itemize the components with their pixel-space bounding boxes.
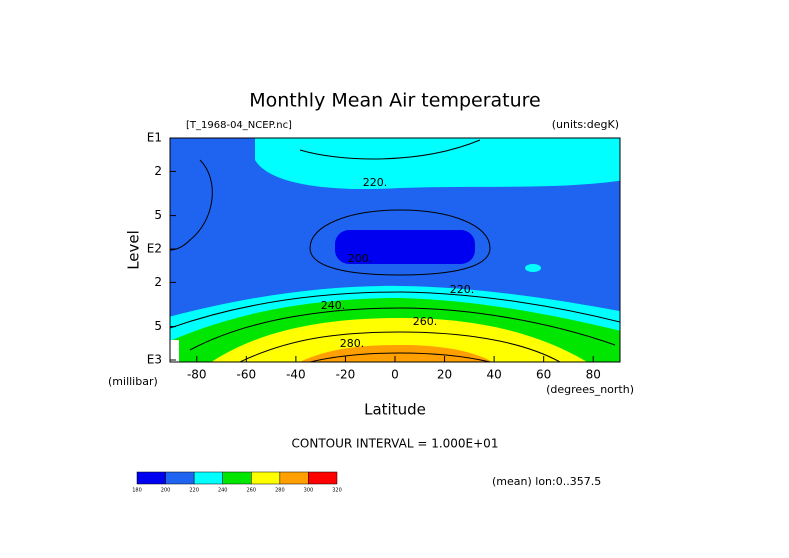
file-label: [T_1968-04_NCEP.nc] xyxy=(186,120,292,131)
y-axis-title: Level xyxy=(125,230,143,270)
plot-area xyxy=(169,137,621,363)
x-axis-title: Latitude xyxy=(364,401,426,419)
x-tick-label: 60 xyxy=(536,368,551,382)
x-tick-label: -80 xyxy=(187,368,207,382)
x-unit-label: (degrees_north) xyxy=(546,383,634,396)
colorbar-label: 320 xyxy=(332,488,342,494)
mean-note: (mean) lon:0..357.5 xyxy=(492,475,601,488)
contour-label: 220. xyxy=(363,176,388,189)
x-tick-label: 80 xyxy=(586,368,601,382)
colorbar-label: 220 xyxy=(189,488,199,494)
colorbar-swatch xyxy=(308,471,338,485)
colorbar-swatch xyxy=(165,471,195,485)
colorbar-label: 200 xyxy=(161,488,171,494)
y-tick-label: 2 xyxy=(154,164,162,178)
x-tick-label: -40 xyxy=(286,368,306,382)
colorbar-label: 260 xyxy=(247,488,257,494)
x-tick-label: 40 xyxy=(486,368,501,382)
contour-line xyxy=(170,159,213,251)
colorbar-swatch xyxy=(251,471,281,485)
contour-label: 260. xyxy=(413,315,438,328)
contour-line xyxy=(189,307,616,351)
colorbar-swatch xyxy=(193,471,223,485)
x-tick-label: -20 xyxy=(336,368,356,382)
fill-region xyxy=(525,264,541,272)
contour-line xyxy=(309,209,491,276)
y-unit-label: (millibar) xyxy=(108,375,158,388)
y-tick-label: E3 xyxy=(147,353,162,367)
y-tick-label: 5 xyxy=(154,319,162,333)
contour-label: 280. xyxy=(340,337,365,350)
units-label: (units:degK) xyxy=(552,118,619,131)
x-tick-label: -60 xyxy=(237,368,257,382)
contour-line xyxy=(239,331,561,362)
colorbar-label: 240 xyxy=(218,488,228,494)
y-tick-label: 5 xyxy=(154,208,162,222)
contour-line xyxy=(299,139,481,160)
chart-title: Monthly Mean Air temperature xyxy=(249,90,540,112)
x-tick-label: 20 xyxy=(437,368,452,382)
contour-label: 240. xyxy=(321,299,346,312)
colorbar-label: 180 xyxy=(132,488,142,494)
missing-region xyxy=(170,340,179,362)
contour-line xyxy=(309,352,491,362)
fill-region xyxy=(211,318,588,362)
y-tick-label: E2 xyxy=(147,242,162,256)
y-tick-label: 2 xyxy=(154,275,162,289)
fill-region xyxy=(335,230,475,264)
contour-label: 220. xyxy=(450,283,475,296)
colorbar-swatch xyxy=(136,471,166,485)
colorbar-label: 280 xyxy=(275,488,285,494)
y-tick-label: E1 xyxy=(147,131,162,145)
colorbar-label: 300 xyxy=(304,488,314,494)
x-tick-label: 0 xyxy=(391,368,399,382)
fill-region xyxy=(255,138,620,190)
contour-fills xyxy=(170,138,620,362)
contour-line xyxy=(170,291,620,329)
colorbar-swatch xyxy=(222,471,252,485)
footnote: CONTOUR INTERVAL = 1.000E+01 xyxy=(292,437,499,451)
contour-label: 200. xyxy=(348,252,373,265)
colorbar-swatch xyxy=(279,471,309,485)
